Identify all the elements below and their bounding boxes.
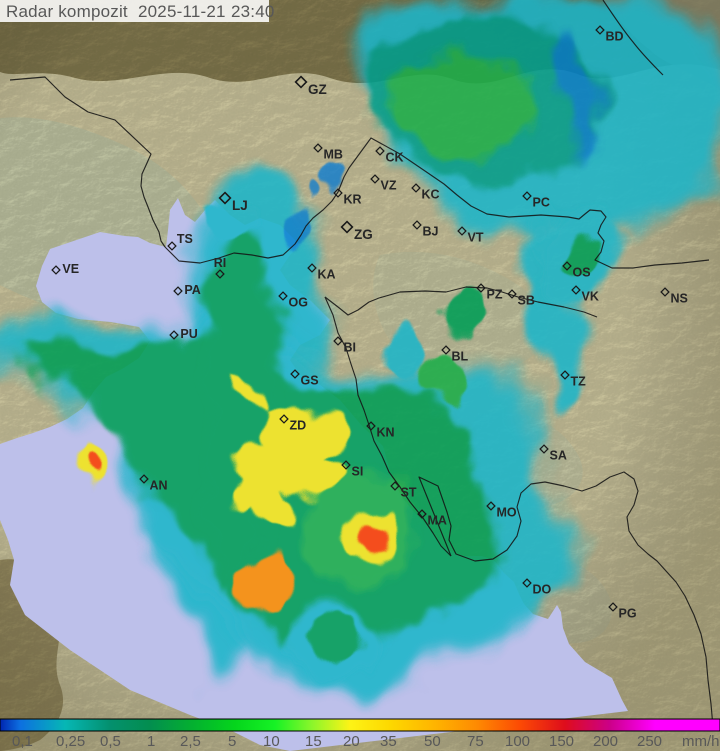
svg-text:KC: KC [422,187,440,201]
svg-text:SB: SB [518,293,535,307]
svg-text:35: 35 [380,733,397,750]
svg-text:PU: PU [180,327,197,341]
svg-text:mm/h: mm/h [682,733,720,750]
svg-text:AN: AN [150,478,168,492]
svg-text:1: 1 [147,733,155,750]
svg-text:PG: PG [619,606,637,620]
svg-text:23:40: 23:40 [231,2,275,21]
svg-text:CK: CK [386,150,404,164]
svg-text:TS: TS [177,232,193,246]
svg-text:MA: MA [428,513,447,527]
svg-text:50: 50 [424,733,441,750]
svg-text:ZG: ZG [354,227,373,242]
svg-text:VZ: VZ [381,178,397,192]
svg-text:KN: KN [377,425,395,439]
svg-text:BD: BD [606,29,624,43]
svg-text:0,25: 0,25 [56,733,85,750]
svg-text:PC: PC [533,195,550,209]
svg-text:KA: KA [318,267,336,281]
svg-text:250: 250 [637,733,662,750]
svg-text:SA: SA [550,448,567,462]
svg-text:VK: VK [582,289,599,303]
svg-text:DO: DO [533,582,552,596]
svg-text:BI: BI [344,340,357,354]
svg-text:RI: RI [214,256,227,270]
svg-text:MB: MB [324,147,343,161]
svg-text:BL: BL [452,349,469,363]
svg-text:PA: PA [184,283,200,297]
svg-text:OG: OG [289,295,308,309]
svg-text:OS: OS [573,265,591,279]
svg-text:TZ: TZ [571,374,587,388]
svg-text:GS: GS [301,373,319,387]
svg-text:15: 15 [305,733,322,750]
svg-text:200: 200 [593,733,618,750]
svg-text:20: 20 [343,733,360,750]
svg-text:75: 75 [467,733,484,750]
svg-text:150: 150 [549,733,574,750]
svg-text:0,1: 0,1 [12,733,33,750]
svg-text:5: 5 [228,733,236,750]
svg-text:0,5: 0,5 [100,733,121,750]
svg-text:2,5: 2,5 [180,733,201,750]
svg-text:SI: SI [352,464,364,478]
svg-text:LJ: LJ [232,198,248,213]
svg-text:PZ: PZ [487,287,503,301]
svg-text:Radar kompozit: Radar kompozit [6,2,128,21]
svg-text:2025-11-21: 2025-11-21 [138,2,226,21]
svg-text:MO: MO [497,505,517,519]
svg-text:GZ: GZ [308,82,327,97]
svg-text:10: 10 [263,733,280,750]
svg-text:VT: VT [468,230,484,244]
svg-text:ZD: ZD [290,418,307,432]
svg-text:KR: KR [344,192,362,206]
svg-text:VE: VE [62,262,79,276]
svg-text:NS: NS [671,291,688,305]
svg-text:ST: ST [401,485,417,499]
svg-text:BJ: BJ [423,224,439,238]
svg-text:100: 100 [505,733,530,750]
